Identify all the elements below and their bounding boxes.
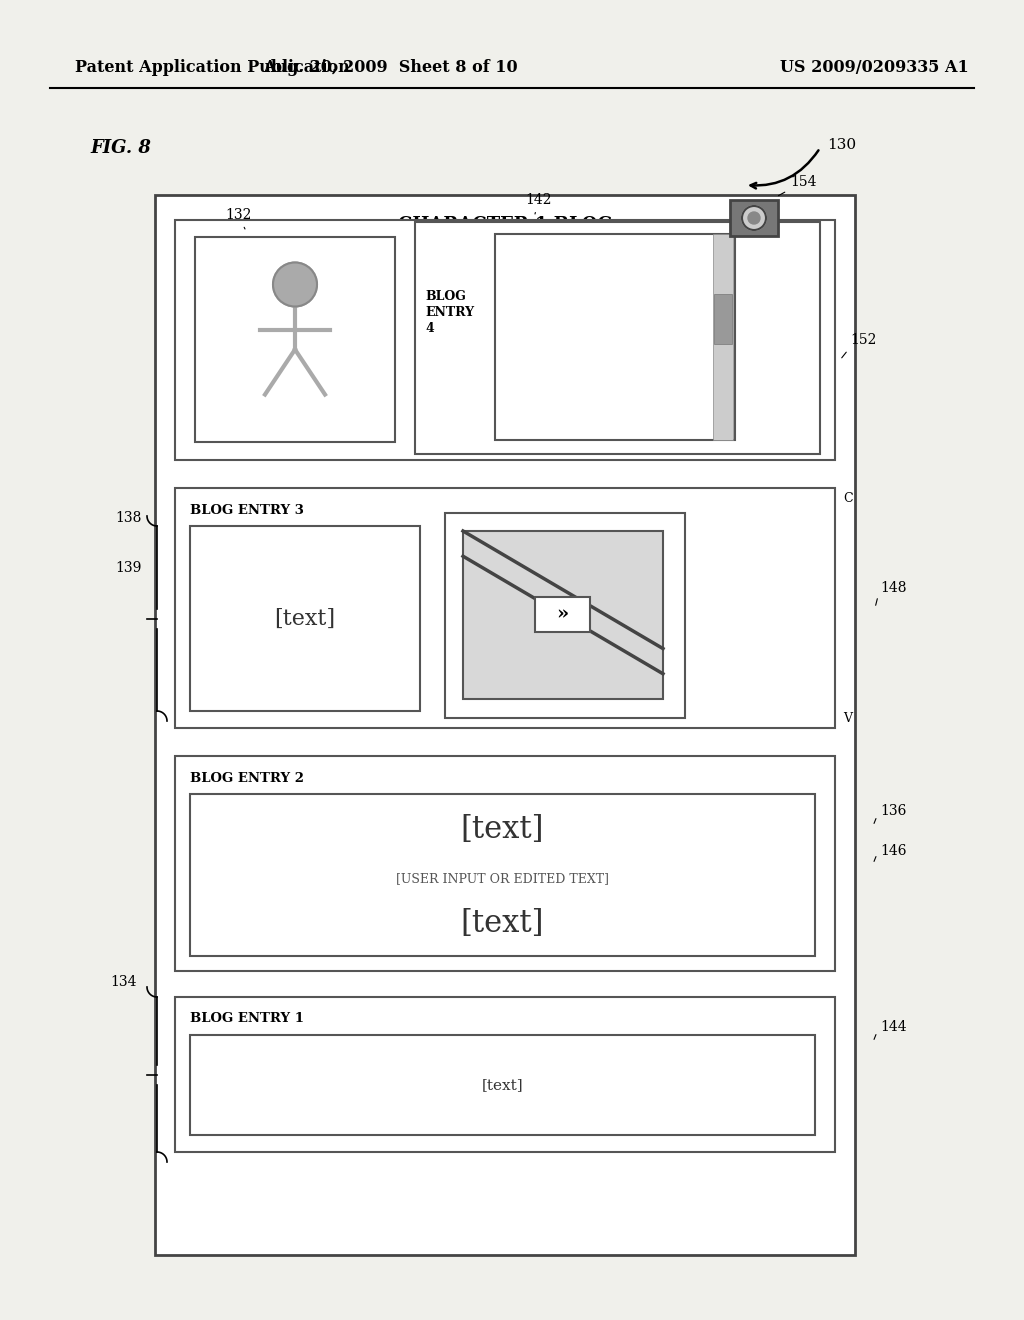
Bar [155, 195, 855, 1255]
Bar [463, 531, 663, 700]
Text: 148: 148 [880, 581, 906, 595]
Text: 146: 146 [880, 843, 906, 858]
Text: 142: 142 [525, 193, 552, 214]
Circle shape [742, 206, 766, 230]
Text: 134: 134 [110, 975, 136, 989]
Bar [535, 597, 590, 632]
Bar [175, 488, 835, 729]
Text: 138: 138 [115, 511, 141, 525]
Text: FIG. 8: FIG. 8 [90, 139, 151, 157]
Text: Aug. 20, 2009  Sheet 8 of 10: Aug. 20, 2009 Sheet 8 of 10 [263, 59, 517, 77]
Text: 154: 154 [778, 176, 816, 195]
Text: 152: 152 [850, 333, 877, 347]
Text: 136: 136 [880, 804, 906, 818]
Bar [415, 222, 820, 454]
Text: C: C [843, 491, 853, 504]
Bar [730, 201, 778, 236]
Bar [190, 1035, 815, 1135]
Bar [175, 756, 835, 972]
Bar [714, 294, 732, 345]
Text: CHARACTER 1 BLOG: CHARACTER 1 BLOG [397, 216, 612, 234]
Bar [713, 234, 733, 440]
Text: [text]: [text] [481, 1078, 523, 1092]
Text: BLOG ENTRY 3: BLOG ENTRY 3 [190, 503, 304, 516]
Text: 139: 139 [115, 561, 141, 576]
Text: 132: 132 [225, 209, 251, 228]
Text: [text]: [text] [461, 813, 544, 845]
Text: [text]: [text] [274, 607, 336, 630]
Bar [195, 238, 395, 442]
Bar [495, 234, 735, 440]
Text: BLOG ENTRY 2: BLOG ENTRY 2 [190, 771, 304, 784]
Circle shape [273, 263, 317, 306]
Text: [text]: [text] [461, 908, 544, 940]
Text: 144: 144 [880, 1020, 906, 1034]
Text: »: » [556, 605, 568, 623]
Bar [175, 220, 835, 459]
Text: BLOG
ENTRY
4: BLOG ENTRY 4 [425, 289, 474, 334]
Circle shape [748, 213, 760, 224]
Text: V: V [843, 711, 852, 725]
Text: 130: 130 [827, 139, 856, 152]
Text: Patent Application Publication: Patent Application Publication [75, 59, 350, 77]
Bar [190, 525, 420, 711]
Text: US 2009/0209335 A1: US 2009/0209335 A1 [780, 59, 969, 77]
Bar [190, 795, 815, 956]
Bar [445, 513, 685, 718]
Text: [USER INPUT OR EDITED TEXT]: [USER INPUT OR EDITED TEXT] [396, 873, 609, 886]
Bar [175, 997, 835, 1152]
Text: BLOG ENTRY 1: BLOG ENTRY 1 [190, 1012, 304, 1026]
